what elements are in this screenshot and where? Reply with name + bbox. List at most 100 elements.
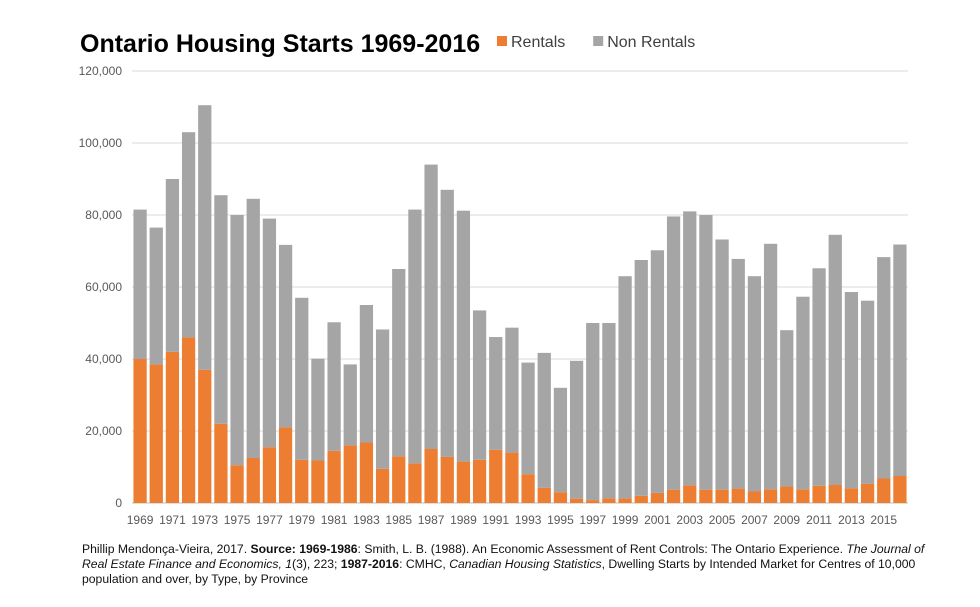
legend-swatch-non-rentals bbox=[593, 36, 604, 46]
bar-non-rentals bbox=[683, 211, 697, 486]
bar-non-rentals bbox=[586, 323, 600, 501]
bar-non-rentals bbox=[133, 209, 147, 359]
bar-rentals bbox=[440, 456, 454, 503]
bar-non-rentals bbox=[198, 105, 212, 370]
legend-swatch-rentals bbox=[497, 36, 507, 46]
bar-rentals bbox=[796, 489, 810, 503]
bar-rentals bbox=[569, 498, 584, 503]
bar-rentals bbox=[699, 489, 713, 503]
x-tick-label: 1999 bbox=[612, 513, 639, 527]
bar-rentals bbox=[553, 492, 568, 503]
bar-rentals bbox=[780, 486, 794, 503]
bar-non-rentals bbox=[472, 310, 487, 460]
y-tick-label: 40,000 bbox=[85, 352, 122, 366]
bar-rentals bbox=[877, 478, 891, 503]
bar-rentals bbox=[230, 465, 244, 503]
bar-rentals bbox=[295, 459, 309, 503]
bar-rentals bbox=[618, 498, 632, 503]
x-tick-label: 1989 bbox=[450, 513, 477, 527]
caption-ref2: : CMHC, bbox=[399, 557, 450, 571]
bar-non-rentals bbox=[246, 198, 260, 459]
x-tick-label: 1993 bbox=[515, 513, 542, 527]
bar-non-rentals bbox=[181, 132, 196, 338]
bar-non-rentals bbox=[262, 218, 277, 448]
caption-ref2-post: , Dwelling Starts by Intended Market for… bbox=[82, 557, 916, 586]
bar-rentals bbox=[198, 369, 212, 503]
bar-rentals bbox=[278, 427, 293, 503]
x-tick-label: 2011 bbox=[806, 513, 832, 527]
bar-rentals bbox=[181, 337, 196, 503]
bar-non-rentals bbox=[165, 179, 180, 352]
x-tick-label: 1985 bbox=[385, 513, 412, 527]
bar-rentals bbox=[893, 476, 907, 503]
x-tick-label: 2013 bbox=[838, 513, 865, 527]
y-tick-label: 80,000 bbox=[85, 208, 122, 222]
bar-non-rentals bbox=[424, 164, 438, 449]
bar-non-rentals bbox=[214, 195, 228, 424]
bar-rentals bbox=[666, 489, 681, 503]
x-tick-label: 1975 bbox=[224, 513, 251, 527]
bar-non-rentals bbox=[634, 260, 648, 496]
caption-author: Phillip Mendonça-Vieira, 2017. bbox=[82, 542, 251, 556]
caption-ref2-title: Canadian Housing Statistics bbox=[449, 557, 602, 571]
x-tick-label: 1977 bbox=[256, 513, 283, 527]
bar-non-rentals bbox=[311, 358, 325, 461]
bar-rentals bbox=[246, 458, 260, 503]
bar-rentals bbox=[586, 500, 600, 503]
bar-rentals bbox=[262, 447, 277, 503]
bar-rentals bbox=[149, 364, 163, 503]
bar-non-rentals bbox=[828, 234, 842, 485]
bar-non-rentals bbox=[877, 257, 891, 479]
x-tick-label: 1987 bbox=[418, 513, 445, 527]
bar-rentals bbox=[812, 485, 826, 503]
bar-non-rentals bbox=[763, 243, 778, 490]
x-tick-label: 1983 bbox=[353, 513, 380, 527]
bar-non-rentals bbox=[489, 337, 503, 450]
bar-rentals bbox=[359, 442, 374, 503]
bar-non-rentals bbox=[456, 210, 471, 462]
bar-rentals bbox=[133, 359, 147, 503]
x-tick-label: 1973 bbox=[191, 513, 218, 527]
chart-area: 0 20,000 40,000 60,000 80,000 100,000 120,000 1… bbox=[79, 30, 908, 527]
bar-rentals bbox=[214, 423, 228, 503]
bar-non-rentals bbox=[860, 300, 875, 484]
bar-rentals bbox=[327, 450, 341, 503]
y-tick-label: 60,000 bbox=[85, 280, 122, 294]
y-tick-label: 100,000 bbox=[79, 136, 123, 150]
bar-non-rentals bbox=[666, 216, 681, 490]
bar-non-rentals bbox=[796, 296, 810, 490]
bar-rentals bbox=[521, 474, 535, 503]
bar-non-rentals bbox=[553, 387, 568, 493]
x-tick-label: 2001 bbox=[644, 513, 671, 527]
bar-non-rentals bbox=[569, 360, 584, 499]
bar-non-rentals bbox=[505, 327, 519, 453]
x-tick-label: 1997 bbox=[579, 513, 606, 527]
bar-non-rentals bbox=[521, 362, 535, 475]
bar-non-rentals bbox=[440, 189, 454, 457]
legend-label-non-rentals: Non Rentals bbox=[607, 34, 695, 51]
stacked-bar-chart: 0 20,000 40,000 60,000 80,000 100,000 120,000 1… bbox=[79, 30, 908, 527]
bar-rentals bbox=[747, 491, 762, 503]
y-tick-label: 0 bbox=[115, 496, 122, 510]
bar-non-rentals bbox=[375, 329, 390, 469]
bar-non-rentals bbox=[408, 209, 422, 464]
bar-rentals bbox=[634, 495, 648, 503]
caption-ref1-post: (3), 223; bbox=[292, 557, 341, 571]
bar-rentals bbox=[537, 487, 551, 503]
x-tick-label: 2015 bbox=[870, 513, 897, 527]
bar-non-rentals bbox=[359, 305, 374, 443]
x-tick-label: 1981 bbox=[321, 513, 348, 527]
x-tick-label: 2007 bbox=[741, 513, 768, 527]
bar-non-rentals bbox=[780, 330, 794, 487]
caption-source-label: Source: bbox=[250, 542, 300, 556]
caption-ref1-journal: The Journal of Real Estate Finance and E… bbox=[82, 542, 925, 571]
x-tick-label: 1971 bbox=[159, 513, 186, 527]
bar-non-rentals bbox=[149, 227, 163, 365]
bar-rentals bbox=[424, 449, 438, 503]
bar-rentals bbox=[456, 461, 471, 503]
bar-non-rentals bbox=[650, 250, 665, 493]
bar-rentals bbox=[602, 498, 616, 503]
y-tick-label: 120,000 bbox=[79, 64, 123, 78]
y-tick-label: 20,000 bbox=[85, 424, 122, 438]
caption-ref1: : Smith, L. B. (1988). An Economic Asses… bbox=[357, 542, 847, 556]
